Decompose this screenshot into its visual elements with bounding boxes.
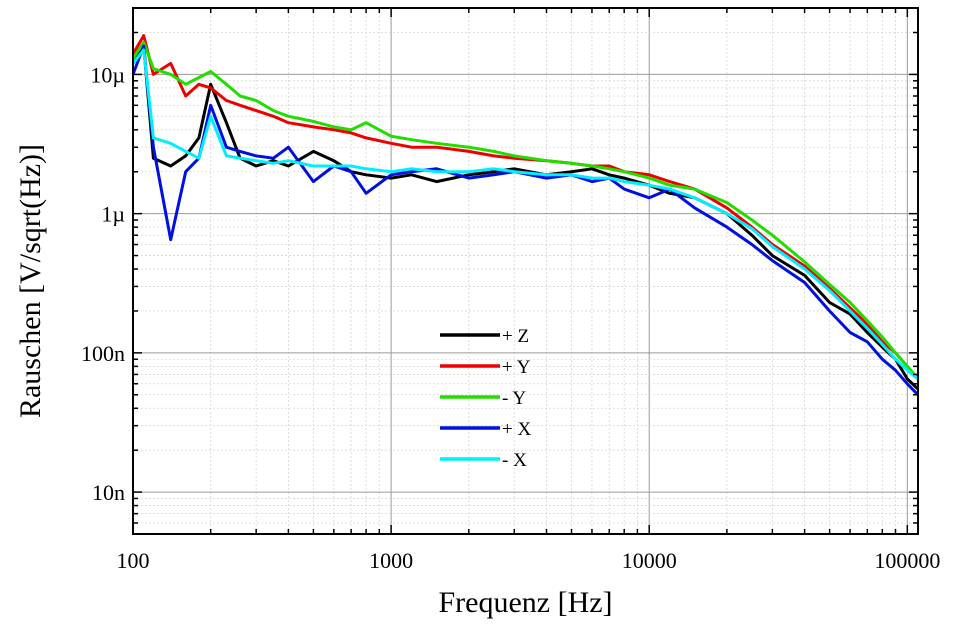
series-line-3 (131, 44, 920, 396)
x-tick-label: 10000 (622, 548, 677, 573)
x-axis-title: Frequenz [Hz] (438, 586, 612, 619)
grid (132, 8, 918, 535)
x-tick-label: 1000 (369, 548, 413, 573)
legend-label: + Y (502, 357, 531, 378)
series-line-4 (131, 48, 919, 381)
y-tick-label: 10n (92, 480, 125, 505)
y-tick-label: 10µ (90, 62, 125, 87)
legend-label: - X (502, 450, 527, 471)
series-lines (131, 34, 920, 396)
y-tick-label: 100n (81, 341, 125, 366)
series-line-2 (131, 40, 920, 380)
y-tick-label: 1µ (101, 202, 125, 227)
legend-label: + Z (502, 326, 529, 347)
legend-label: - Y (502, 388, 526, 409)
series-line-0 (131, 44, 920, 391)
legend: + Z + Y - Y + X - X (440, 326, 531, 471)
series-line-1 (131, 34, 920, 380)
plot-frame (132, 7, 919, 535)
axis-ticks (132, 8, 918, 535)
y-axis-title: Rauschen [V/sqrt(Hz)] (14, 144, 47, 418)
legend-label: + X (502, 419, 531, 440)
tick-labels: 100 1000 10000 100000 10n 100n 1µ 10µ (81, 62, 940, 573)
x-tick-label: 100 (117, 548, 150, 573)
x-tick-label: 100000 (874, 548, 940, 573)
